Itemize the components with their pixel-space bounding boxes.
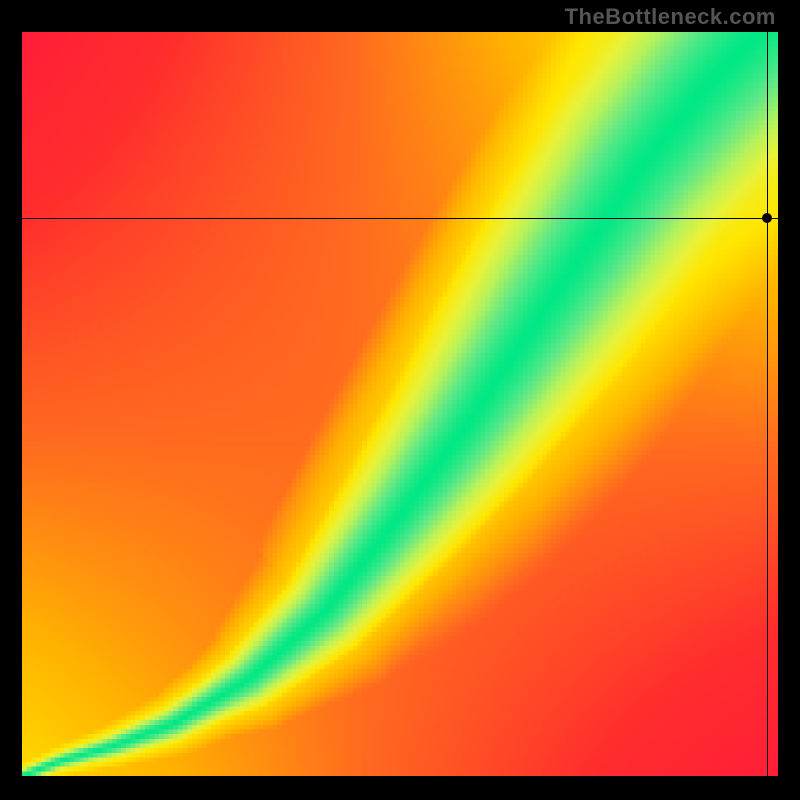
watermark-text: TheBottleneck.com <box>565 4 776 30</box>
plot-area <box>22 32 778 776</box>
crosshair-horizontal <box>22 218 778 219</box>
marker-dot <box>762 213 772 223</box>
crosshair-vertical <box>767 32 768 776</box>
heatmap-canvas <box>22 32 778 776</box>
chart-root: TheBottleneck.com <box>0 0 800 800</box>
